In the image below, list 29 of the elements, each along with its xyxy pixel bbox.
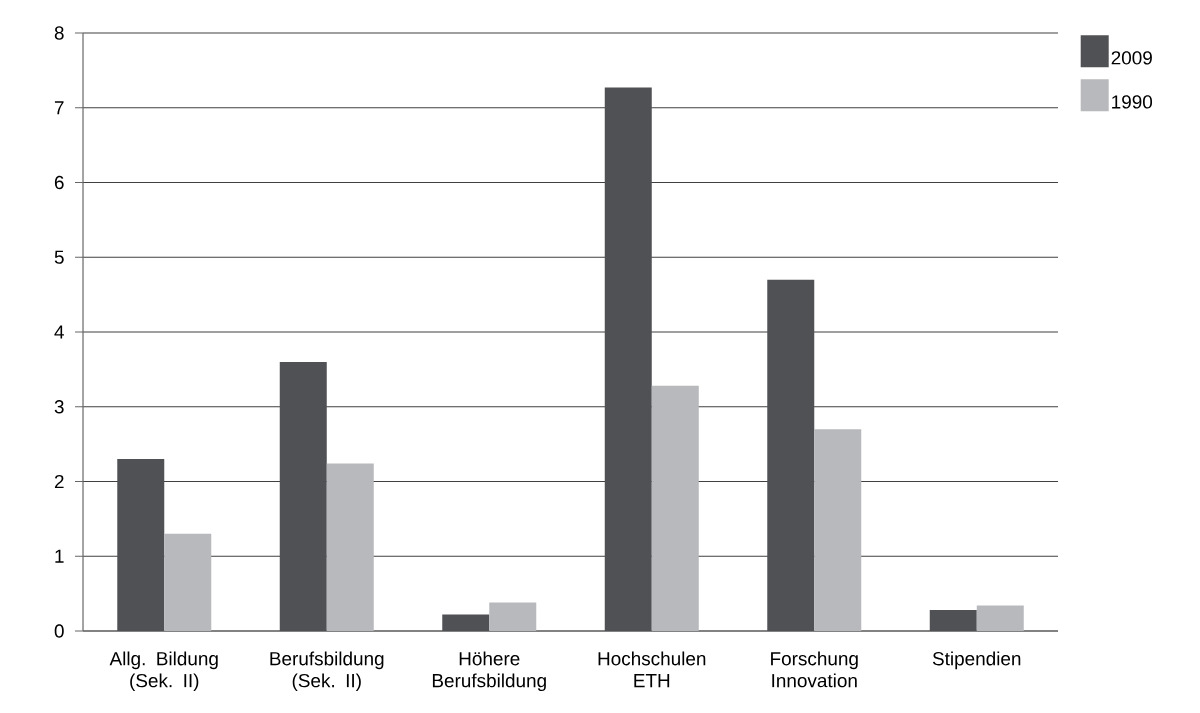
bar [651, 385, 699, 631]
x-tick-label: Hochschulen ETH [598, 651, 706, 688]
y-tick-label: 8 [54, 26, 64, 40]
x-tick-label: Forschung Innovation [771, 651, 858, 688]
y-tick-label: 6 [54, 175, 64, 190]
y-tick-label: 5 [54, 250, 64, 264]
bar [814, 429, 862, 631]
bar [279, 361, 327, 631]
x-tick-label: Stipendien [932, 651, 1021, 670]
bar [976, 605, 1024, 631]
y-tick-label: 3 [54, 400, 64, 414]
y-tick-label: 0 [54, 624, 64, 638]
y-tick-label: 2 [54, 474, 64, 489]
bar [164, 533, 212, 631]
x-tick-label: Höhere Berufsbildung [432, 651, 546, 692]
bar [326, 463, 374, 631]
x-tick-label: Berufsbildung (Sek. II) [270, 651, 384, 692]
legend-label: 2009 [1111, 51, 1152, 65]
y-tick-label: 4 [54, 325, 64, 339]
bar [604, 87, 652, 631]
x-tick-label: Allg. Bildung (Sek. II) [109, 651, 218, 692]
bar [767, 279, 815, 631]
bar [489, 602, 537, 631]
bar [929, 610, 977, 631]
bar [442, 614, 490, 631]
bar [117, 459, 165, 631]
y-tick-label: 1 [55, 549, 64, 563]
y-tick-label: 7 [54, 101, 64, 115]
legend-label: 1990 [1112, 95, 1153, 109]
